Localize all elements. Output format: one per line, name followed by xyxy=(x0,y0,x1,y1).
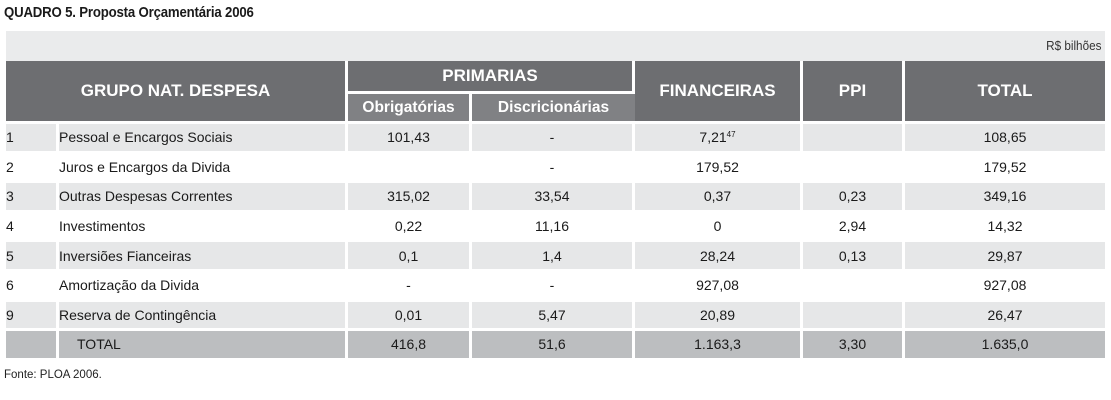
row-code: 1 xyxy=(6,124,59,154)
table-title: QUADRO 5. Proposta Orçamentária 2006 xyxy=(4,4,254,21)
table-row: 2 Juros e Encargos da Divida - 179,52 17… xyxy=(6,153,1105,184)
cell-discricionarias: 5,47 xyxy=(472,301,635,332)
header-financeiras: FINANCEIRAS xyxy=(635,61,803,124)
cell-discricionarias: 11,16 xyxy=(472,212,635,243)
cell-ppi xyxy=(803,271,905,302)
row-code: 2 xyxy=(6,153,59,184)
cell-total: 14,32 xyxy=(905,212,1105,243)
cell-obrigatorias xyxy=(348,153,472,184)
cell-ppi: 0,23 xyxy=(803,183,905,213)
cell-financeiras: 0,37 xyxy=(635,183,803,213)
cell-total: 927,08 xyxy=(905,271,1105,302)
row-description: Juros e Encargos da Divida xyxy=(59,153,348,184)
header-total: TOTAL xyxy=(905,61,1105,124)
total-label: TOTAL xyxy=(59,331,348,361)
cell-financeiras: 927,08 xyxy=(635,271,803,302)
cell-obrigatorias: - xyxy=(348,271,472,302)
total-total: 1.635,0 xyxy=(905,331,1105,361)
table-row: 6 Amortização da Divida - - 927,08 927,0… xyxy=(6,271,1105,302)
row-code: 4 xyxy=(6,212,59,243)
cell-ppi: 0,13 xyxy=(803,242,905,272)
cell-financeiras: 179,52 xyxy=(635,153,803,184)
row-description: Reserva de Contingência xyxy=(59,301,348,332)
total-ppi: 3,30 xyxy=(803,331,905,361)
cell-ppi xyxy=(803,301,905,332)
cell-financeiras-value: 7,21 xyxy=(699,129,727,146)
budget-table: GRUPO NAT. DESPESA PRIMARIAS FINANCEIRAS… xyxy=(6,61,1105,361)
cell-discricionarias: - xyxy=(472,271,635,302)
row-description: Outras Despesas Correntes xyxy=(59,183,348,213)
cell-obrigatorias: 0,22 xyxy=(348,212,472,243)
row-description: Amortização da Divida xyxy=(59,271,348,302)
row-description: Investimentos xyxy=(59,212,348,243)
cell-financeiras: 28,24 xyxy=(635,242,803,272)
cell-ppi: 2,94 xyxy=(803,212,905,243)
cell-discricionarias: - xyxy=(472,153,635,184)
total-discricionarias: 51,6 xyxy=(472,331,635,361)
row-code: 3 xyxy=(6,183,59,213)
cell-obrigatorias: 0,01 xyxy=(348,301,472,332)
cell-financeiras: 0 xyxy=(635,212,803,243)
cell-total: 29,87 xyxy=(905,242,1105,272)
header-ppi: PPI xyxy=(803,61,905,124)
header-obrigatorias: Obrigatórias xyxy=(348,94,472,124)
cell-total: 26,47 xyxy=(905,301,1105,332)
cell-financeiras: 7,2147 xyxy=(635,124,803,154)
table-row: 4 Investimentos 0,22 11,16 0 2,94 14,32 xyxy=(6,212,1105,243)
header-discricionarias: Discricionárias xyxy=(472,94,635,124)
header-row-top: GRUPO NAT. DESPESA PRIMARIAS FINANCEIRAS… xyxy=(6,61,1105,124)
total-obrigatorias: 416,8 xyxy=(348,331,472,361)
total-code xyxy=(6,331,59,361)
header-row-sub: Obrigatórias Discricionárias xyxy=(6,94,1105,124)
table-row: 5 Inversiões Fianceiras 0,1 1,4 28,24 0,… xyxy=(6,242,1105,272)
total-row: TOTAL 416,8 51,6 1.163,3 3,30 1.635,0 xyxy=(6,331,1105,361)
row-code: 5 xyxy=(6,242,59,272)
row-code: 6 xyxy=(6,271,59,302)
cell-financeiras: 20,89 xyxy=(635,301,803,332)
table-row: 1 Pessoal e Encargos Sociais 101,43 - 7,… xyxy=(6,124,1105,154)
table-row: 3 Outras Despesas Correntes 315,02 33,54… xyxy=(6,183,1105,213)
cell-obrigatorias: 101,43 xyxy=(348,124,472,154)
cell-obrigatorias: 315,02 xyxy=(348,183,472,213)
cell-discricionarias: 33,54 xyxy=(472,183,635,213)
header-grupo: GRUPO NAT. DESPESA xyxy=(6,61,348,124)
row-description: Pessoal e Encargos Sociais xyxy=(59,124,348,154)
footnote-marker: 47 xyxy=(726,130,736,140)
row-description: Inversiões Fianceiras xyxy=(59,242,348,272)
cell-total: 108,65 xyxy=(905,124,1105,154)
source-note: Fonte: PLOA 2006. xyxy=(4,369,102,381)
unit-band: R$ bilhões xyxy=(6,31,1105,61)
cell-obrigatorias: 0,1 xyxy=(348,242,472,272)
cell-total: 179,52 xyxy=(905,153,1105,184)
cell-discricionarias: 1,4 xyxy=(472,242,635,272)
cell-discricionarias: - xyxy=(472,124,635,154)
row-code: 9 xyxy=(6,301,59,332)
table-row: 9 Reserva de Contingência 0,01 5,47 20,8… xyxy=(6,301,1105,332)
cell-ppi xyxy=(803,153,905,184)
total-financeiras: 1.163,3 xyxy=(635,331,803,361)
header-primarias: PRIMARIAS xyxy=(348,61,635,94)
cell-ppi xyxy=(803,124,905,154)
cell-total: 349,16 xyxy=(905,183,1105,213)
unit-label: R$ bilhões xyxy=(1045,38,1101,53)
